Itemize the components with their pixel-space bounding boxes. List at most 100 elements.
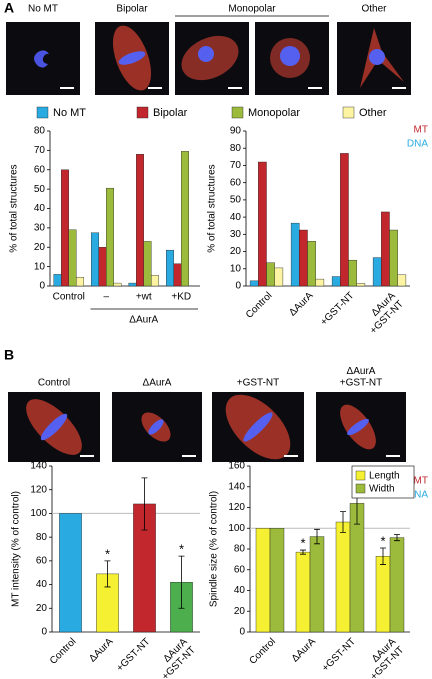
x-tick-label: ΔAurA (87, 636, 115, 664)
group-label: ΔAurA (129, 315, 158, 326)
y-tick-label: 20 (230, 246, 242, 257)
error-bar (394, 534, 400, 542)
bar (372, 257, 382, 287)
error-bar (340, 511, 346, 533)
dna-blob (243, 412, 273, 442)
error-bar (178, 555, 185, 609)
micrographs-a (6, 22, 411, 95)
y-tick-label: 10 (230, 263, 242, 274)
bar (166, 249, 174, 287)
y-tick-label: 30 (230, 229, 242, 240)
legend-label: Length (369, 471, 400, 482)
legend-label: Monopolar (248, 107, 300, 119)
bar (295, 551, 311, 633)
y-tick-label: 20 (234, 606, 246, 617)
annotation: * (300, 535, 305, 550)
bar (269, 528, 285, 633)
y-tick-label: 100 (228, 523, 245, 534)
error-bar (141, 477, 148, 531)
channel-label: MT (414, 476, 428, 487)
legend-swatch (355, 470, 366, 481)
y-tick-label: 60 (34, 164, 46, 175)
dna-blob (369, 49, 385, 65)
x-tick-label: Control (244, 290, 275, 321)
y-tick-label: 80 (230, 143, 242, 154)
text-line: ΔAurA (347, 366, 376, 377)
bar (331, 276, 341, 287)
y-tick-label: 60 (36, 555, 48, 566)
bar (258, 161, 267, 287)
bar (309, 536, 325, 633)
bar (106, 187, 114, 287)
bar (397, 274, 407, 287)
bar (68, 229, 77, 287)
bar (348, 259, 357, 287)
y-tick-label: 40 (36, 579, 48, 590)
bar (53, 274, 62, 287)
dna-blob (280, 46, 300, 66)
bar (98, 247, 107, 287)
y-tick-label: 40 (230, 212, 242, 223)
y-axis-label: MT intensity (% of control) (11, 491, 22, 607)
y-tick-label: 120 (30, 484, 47, 495)
bar (389, 229, 398, 287)
x-tick-label: Control (48, 636, 79, 667)
x-tick-label: +KD (171, 292, 191, 303)
legend-label: No MT (53, 107, 86, 119)
legend-swatch (231, 106, 244, 119)
y-axis-label: % of total structures (9, 164, 20, 252)
x-tick-label: +GST-NT (115, 636, 153, 674)
x-tick-label: – (103, 292, 109, 303)
bar (61, 169, 69, 287)
x-tick-label: Control (53, 292, 85, 303)
y-tick-label: 70 (230, 160, 242, 171)
error-bar (300, 549, 306, 555)
y-tick-label: 50 (230, 195, 242, 206)
image-label: +GST-NT (237, 378, 280, 389)
legend-label: Bipolar (153, 107, 188, 119)
bar (340, 153, 349, 287)
error-bar (380, 547, 386, 565)
image-label: Other (361, 4, 387, 15)
y-tick-label: 80 (34, 126, 46, 137)
y-tick-label: 10 (34, 261, 46, 272)
y-tick-label: 40 (34, 203, 46, 214)
image-label: ΔAurA (143, 378, 172, 389)
y-tick-label: 20 (36, 603, 48, 614)
legend-label: Width (369, 484, 395, 495)
dna-blob (198, 46, 214, 62)
legend-label: Other (359, 107, 387, 119)
dna-blob (347, 418, 369, 436)
y-tick-label: 70 (34, 145, 46, 156)
text-line: +GST-NT (340, 377, 383, 388)
bar (173, 263, 182, 287)
y-tick-label: 120 (228, 502, 245, 513)
x-tick-label: +wt (136, 292, 152, 303)
bar (255, 528, 271, 633)
channel-label: DNA (407, 139, 428, 150)
image-label: Bipolar (116, 4, 148, 15)
y-tick-label: 160 (228, 461, 245, 472)
bar (381, 211, 390, 287)
x-tick-label: ΔAurA+GST-NT (360, 636, 406, 679)
y-tick-label: 80 (36, 532, 48, 543)
dna-blob (34, 50, 49, 68)
micrograph (6, 22, 80, 95)
dna-blob (40, 413, 68, 441)
y-tick-label: 0 (235, 281, 241, 292)
channel-label: DNA (407, 490, 428, 501)
y-tick-label: 30 (34, 223, 46, 234)
dna-blob (118, 51, 146, 65)
legend-swatch (355, 483, 366, 494)
y-tick-label: 140 (228, 481, 245, 492)
bar (113, 282, 122, 287)
bar (335, 521, 351, 633)
bar (266, 262, 275, 287)
x-tick-label: Control (247, 636, 278, 667)
y-tick-label: 140 (30, 461, 47, 472)
y-tick-label: 100 (30, 508, 47, 519)
bar (356, 283, 366, 287)
x-tick-label: ΔAurA+GST-NT (360, 290, 406, 336)
bar (151, 275, 159, 287)
image-label: Monopolar (228, 4, 276, 15)
